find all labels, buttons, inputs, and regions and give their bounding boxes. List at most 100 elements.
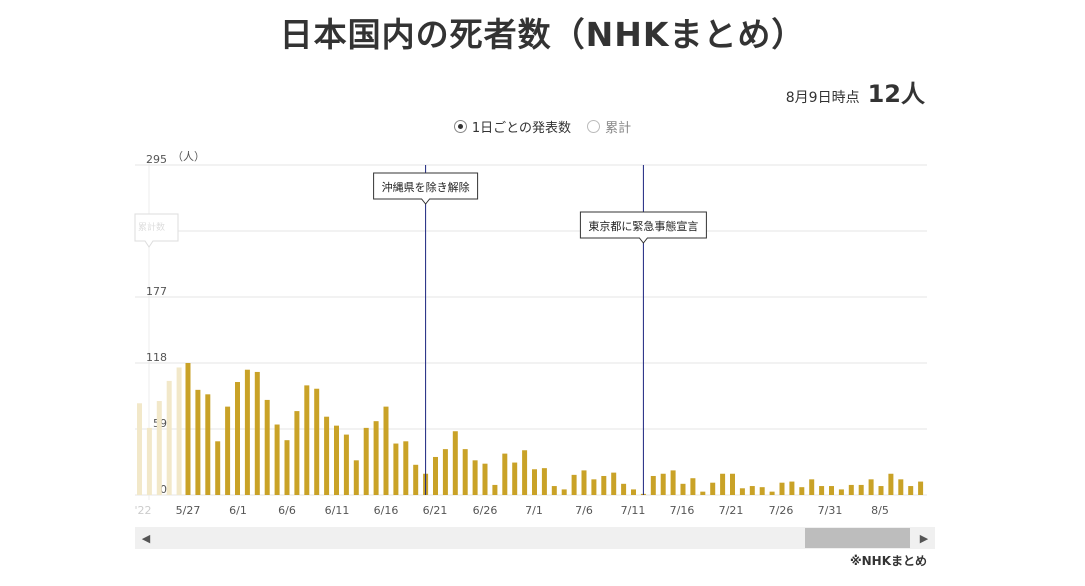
- bar[interactable]: [631, 489, 636, 495]
- bar[interactable]: [512, 462, 518, 495]
- bar[interactable]: [225, 406, 231, 495]
- bar[interactable]: [789, 481, 795, 495]
- bar[interactable]: [700, 491, 706, 495]
- bar[interactable]: [254, 371, 260, 495]
- bar[interactable]: [601, 475, 607, 495]
- bar[interactable]: [413, 464, 419, 495]
- bar[interactable]: [442, 449, 448, 495]
- x-tick-label: 6/16: [374, 504, 399, 517]
- bar[interactable]: [373, 421, 379, 495]
- bar[interactable]: [541, 468, 547, 495]
- bar[interactable]: [393, 443, 399, 495]
- bar[interactable]: [611, 472, 617, 495]
- bar[interactable]: [710, 482, 716, 495]
- bar[interactable]: [462, 449, 468, 495]
- bar[interactable]: [244, 369, 250, 495]
- bar[interactable]: [284, 440, 290, 495]
- bar[interactable]: [314, 388, 320, 495]
- bar[interactable]: [274, 424, 280, 495]
- bar[interactable]: [759, 487, 765, 495]
- annotation-label: 東京都に緊急事態宣言: [588, 219, 698, 233]
- bar[interactable]: [403, 441, 409, 495]
- annotation-callout: [373, 172, 479, 205]
- bar[interactable]: [898, 479, 904, 495]
- bar[interactable]: [383, 406, 389, 495]
- bar[interactable]: [680, 483, 686, 495]
- x-tick-label: 7/11: [621, 504, 646, 517]
- radio-cumulative-indicator[interactable]: [587, 120, 601, 133]
- x-tick-label: 7/16: [670, 504, 695, 517]
- bar[interactable]: [502, 453, 508, 495]
- bar[interactable]: [324, 416, 330, 495]
- page-title: 日本国内の死者数（NHKまとめ）: [279, 15, 806, 54]
- x-tick-label: 6/21: [423, 504, 448, 517]
- bar[interactable]: [908, 486, 914, 495]
- bar[interactable]: [561, 489, 567, 495]
- bar[interactable]: [829, 486, 834, 495]
- bar[interactable]: [343, 434, 349, 495]
- bar[interactable]: [195, 389, 201, 495]
- bar[interactable]: [621, 483, 627, 495]
- radio-daily-indicator[interactable]: [453, 120, 467, 133]
- bar[interactable]: [334, 425, 339, 495]
- bar[interactable]: [591, 479, 597, 495]
- scroll-right-arrow-icon[interactable]: ▶: [919, 531, 929, 545]
- radio-cumulative-label: 累計: [605, 121, 632, 136]
- bar[interactable]: [522, 450, 528, 495]
- bar[interactable]: [492, 484, 498, 495]
- bar[interactable]: [888, 473, 894, 495]
- bar[interactable]: [581, 470, 587, 495]
- chart-scrollbar[interactable]: ◀ ▶: [135, 527, 935, 549]
- bar[interactable]: [532, 469, 537, 495]
- bar[interactable]: [235, 382, 240, 495]
- scroll-left-arrow-icon[interactable]: ◀: [141, 531, 151, 545]
- bar[interactable]: [918, 481, 924, 495]
- bar[interactable]: [809, 479, 815, 495]
- bar[interactable]: [670, 470, 676, 495]
- bar[interactable]: [304, 385, 310, 495]
- bar[interactable]: [730, 473, 735, 495]
- bar[interactable]: [205, 394, 211, 495]
- bar-faded: [176, 367, 182, 495]
- bar[interactable]: [858, 484, 864, 495]
- x-tick-label: 7/21: [719, 504, 744, 517]
- tooltip-label: 累計数: [138, 221, 165, 233]
- bar[interactable]: [799, 487, 805, 495]
- bar[interactable]: [769, 491, 775, 495]
- bar[interactable]: [779, 482, 785, 495]
- bar[interactable]: [878, 486, 884, 495]
- bar[interactable]: [551, 486, 557, 495]
- annotation-callout: [579, 211, 707, 244]
- bar[interactable]: [185, 363, 191, 495]
- bar[interactable]: [363, 427, 369, 495]
- bar[interactable]: [848, 484, 854, 495]
- x-tick-label: 6/1: [229, 504, 247, 517]
- x-tick-label: 7/1: [525, 504, 543, 517]
- bar[interactable]: [739, 488, 745, 495]
- bar[interactable]: [294, 411, 300, 495]
- bar[interactable]: [690, 478, 696, 495]
- bar[interactable]: [264, 399, 270, 495]
- bar[interactable]: [660, 473, 666, 495]
- bar[interactable]: [571, 474, 577, 495]
- bar-faded: [166, 380, 172, 495]
- y-unit-label: （人）: [172, 150, 205, 163]
- bar[interactable]: [819, 486, 825, 495]
- bar[interactable]: [838, 489, 844, 495]
- bar[interactable]: [353, 460, 359, 495]
- status-summary: 8月9日時点 12人: [786, 74, 925, 109]
- radio-daily[interactable]: 1日ごとの発表数: [453, 117, 571, 136]
- bar[interactable]: [868, 479, 874, 495]
- x-tick-label: 7/26: [769, 504, 794, 517]
- tooltip-partial: [134, 213, 179, 248]
- radio-cumulative[interactable]: 累計: [587, 117, 631, 136]
- bar[interactable]: [452, 431, 458, 495]
- scrollbar-thumb[interactable]: [805, 528, 910, 548]
- bar[interactable]: [749, 486, 755, 495]
- bar[interactable]: [482, 463, 488, 495]
- bar[interactable]: [215, 441, 221, 495]
- bar[interactable]: [472, 460, 478, 495]
- bar[interactable]: [720, 473, 726, 495]
- bar[interactable]: [650, 475, 656, 495]
- bar[interactable]: [433, 456, 438, 495]
